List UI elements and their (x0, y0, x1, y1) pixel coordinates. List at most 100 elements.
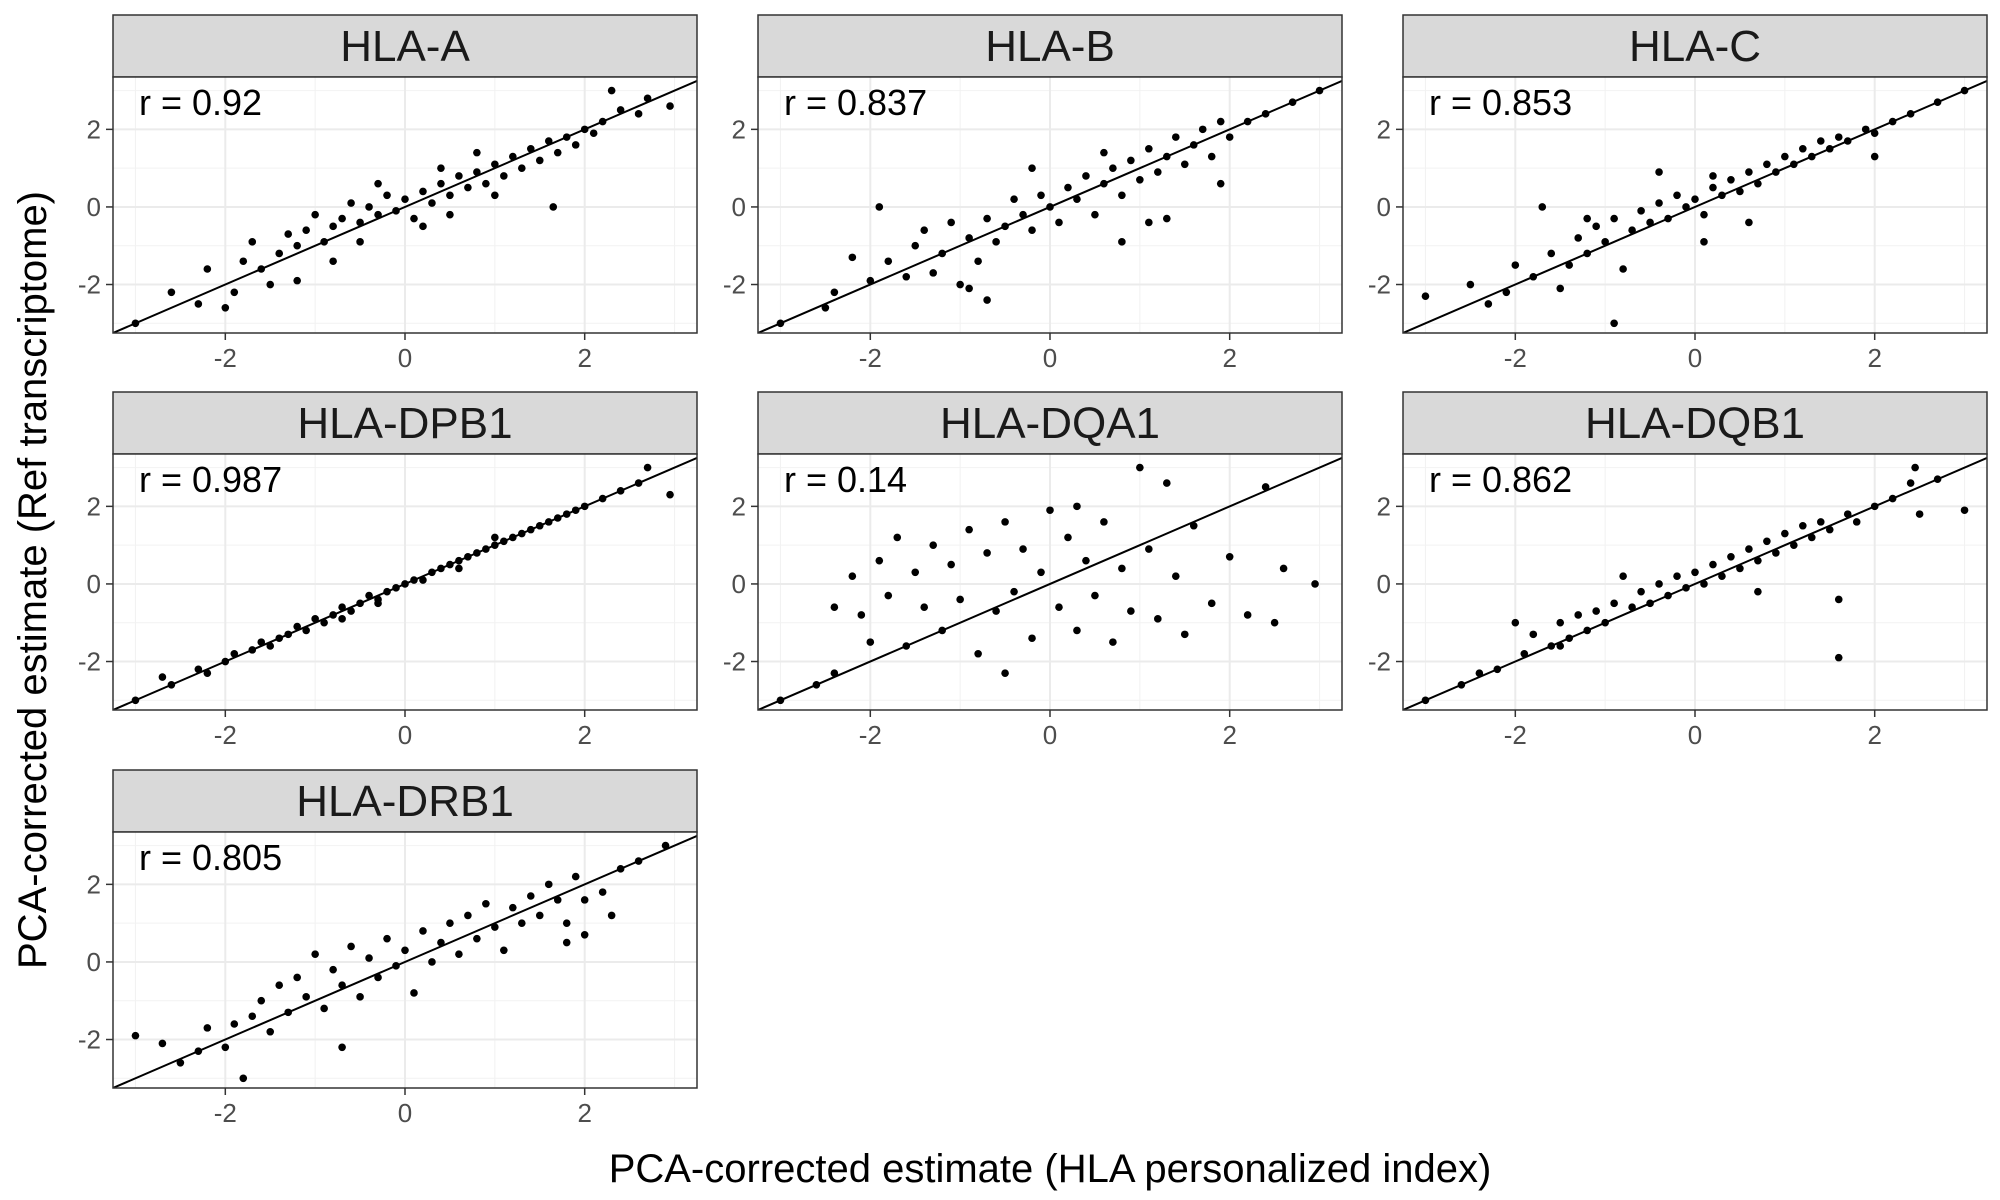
y-tick-label: 2 (1377, 491, 1391, 521)
data-point (248, 646, 257, 654)
data-point (666, 102, 674, 110)
data-point (1628, 603, 1636, 612)
data-point (1145, 545, 1153, 553)
data-point (1816, 137, 1825, 145)
data-point (776, 696, 785, 705)
data-point (1046, 203, 1054, 211)
data-point (392, 207, 400, 215)
y-tick-label: -2 (78, 647, 101, 677)
correlation-label: r = 0.862 (1429, 459, 1572, 500)
data-point (1028, 226, 1036, 235)
data-point (302, 993, 310, 1001)
data-point (1010, 587, 1018, 596)
data-point (1646, 218, 1654, 227)
data-point (580, 930, 589, 939)
data-point (437, 164, 445, 172)
data-point (266, 642, 275, 650)
data-point (347, 199, 355, 207)
data-point (1001, 222, 1009, 231)
data-point (428, 568, 436, 577)
y-axis-title: PCA-corrected estimate (Ref transcriptom… (11, 191, 55, 969)
data-point (1484, 300, 1493, 308)
data-point (194, 665, 203, 674)
data-point (194, 300, 203, 308)
y-tick-label: 2 (87, 869, 101, 899)
data-point (131, 696, 140, 705)
data-point (320, 1004, 328, 1013)
data-point (320, 238, 328, 246)
y-tick-label: 2 (732, 491, 746, 521)
data-point (992, 607, 1000, 615)
data-point (1727, 175, 1735, 184)
data-point (920, 226, 929, 235)
data-point (239, 1074, 248, 1083)
data-point (992, 238, 1000, 246)
data-point (401, 946, 409, 955)
data-point (356, 218, 364, 227)
data-point (1745, 218, 1753, 227)
data-point (1565, 634, 1574, 643)
data-point (1906, 479, 1915, 487)
data-point (1736, 187, 1744, 196)
correlation-label: r = 0.14 (784, 459, 907, 500)
data-point (131, 319, 140, 328)
data-point (1028, 164, 1036, 172)
data-point (929, 269, 937, 277)
data-point (1556, 284, 1565, 293)
data-point (983, 549, 991, 557)
data-point (1145, 144, 1153, 153)
data-point (666, 490, 674, 499)
data-point (473, 934, 481, 943)
data-point (1637, 207, 1645, 215)
data-point (1279, 564, 1288, 573)
data-point (293, 241, 301, 250)
data-point (338, 603, 346, 612)
data-point (1870, 152, 1879, 161)
y-tick-label: 2 (87, 491, 101, 521)
facet-strip (112, 769, 698, 833)
data-point (374, 973, 382, 982)
data-point (194, 1047, 203, 1055)
data-point (1100, 148, 1108, 157)
data-point (1019, 545, 1027, 553)
data-point (1511, 618, 1520, 627)
data-point (983, 296, 991, 304)
facet-panel: HLA-DPB1 r = 0.987 -2 0 2 -2 0 2 (78, 391, 698, 750)
data-point (553, 148, 562, 157)
data-point (974, 649, 982, 658)
data-point (1852, 518, 1861, 526)
data-point (1673, 572, 1681, 580)
data-point (661, 841, 670, 850)
data-point (518, 164, 526, 172)
data-point (580, 502, 589, 511)
data-point (257, 265, 266, 273)
data-point (1655, 580, 1663, 588)
y-tick-label: 0 (87, 192, 101, 222)
plot-content (113, 79, 697, 333)
y-tick-label: -2 (723, 270, 746, 300)
facet-strip (757, 14, 1343, 78)
data-point (419, 927, 427, 935)
data-point (482, 179, 490, 188)
data-point (491, 923, 499, 931)
data-point (1109, 164, 1117, 172)
data-point (482, 899, 490, 908)
data-point (509, 533, 517, 542)
data-point (365, 203, 373, 211)
data-point (549, 203, 558, 211)
data-point (1799, 521, 1807, 530)
data-point (553, 514, 562, 522)
data-point (1933, 98, 1942, 107)
data-point (1216, 179, 1225, 188)
data-point (1834, 133, 1843, 141)
data-point (221, 303, 230, 312)
data-point (875, 556, 884, 565)
data-point (1906, 110, 1915, 118)
x-tick-label: -2 (1504, 343, 1527, 373)
data-point (284, 630, 293, 639)
data-point (634, 110, 643, 118)
data-point (383, 587, 391, 596)
data-point (866, 276, 875, 285)
data-point (965, 525, 973, 534)
data-point (1592, 607, 1600, 615)
